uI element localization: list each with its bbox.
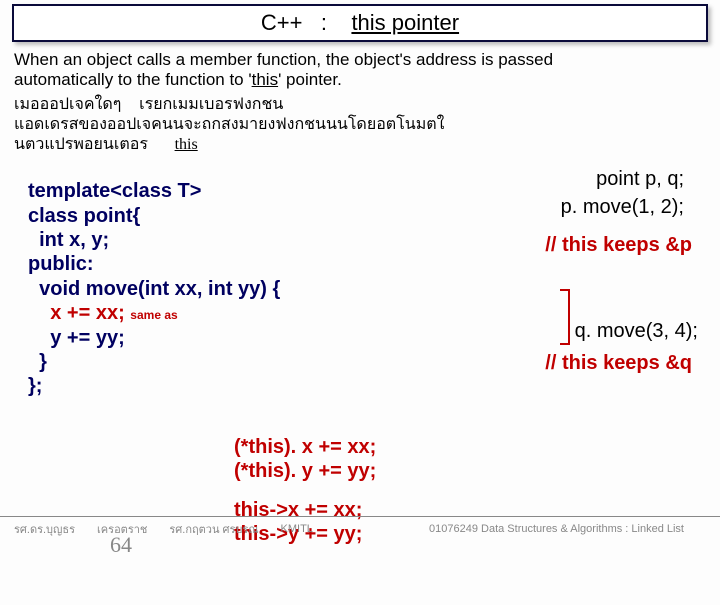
footer-d: KMITL [281,523,313,535]
right-comment2: // this keeps &q [545,350,692,376]
title-topic: this pointer [351,10,459,35]
right-call2: q. move(3, 4); [575,318,698,344]
footer-a: รศ.ดร.บุญธร [14,520,75,538]
footer-c: รศ.กฤตวน ศรบรณ [169,520,258,538]
page-number: 64 [110,532,132,558]
right-comment1: // this keeps &p [545,232,692,258]
thai-text: เมอออปเจคใดๆ เรยกเมมเบอรฟงกชน แอดเดรสของ… [0,95,720,155]
footer-e: 01076249 Data Structures & Algorithms : … [429,523,684,535]
footer: รศ.ดร.บุญธร เครอตราช รศ.กฤตวน ศรบรณ KMIT… [0,516,720,538]
bracket-icon [560,289,570,345]
right-call1: p. move(1, 2); [561,194,684,220]
right-decl: point p, q; [596,166,684,192]
intro-text: When an object calls a member function, … [0,48,720,95]
title-sep: : [321,10,327,35]
intro-l2: automatically to the function to 'this' … [14,70,706,90]
slide-title: C++ : this pointer [12,4,708,42]
intro-l1: When an object calls a member function, … [14,50,706,70]
title-lang: C++ [261,10,303,35]
